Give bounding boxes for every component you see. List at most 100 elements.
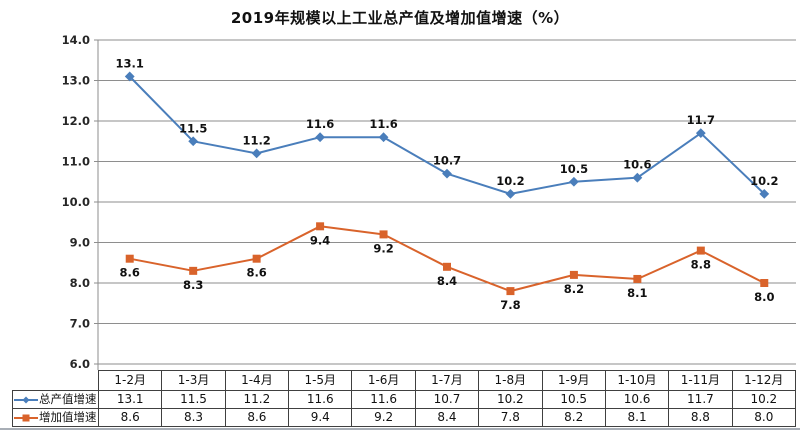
series-0: 13.1 11.5 11.2 11.6 11.6 10.7 10.2 10.5 10.6 11.7… (116, 56, 779, 199)
diamond-marker-icon (22, 396, 30, 403)
value-cell: 8.1 (604, 408, 670, 427)
y-axis-label: 6.0 (70, 357, 90, 371)
data-label: 11.5 (179, 121, 207, 135)
chart-title: 2019年规模以上工业总产值及增加值增速（%） (230, 9, 570, 27)
value-cell: 10.6 (604, 390, 670, 409)
data-label: 10.2 (496, 174, 524, 188)
series-0-markers (124, 71, 770, 199)
diamond-legend-key-icon (14, 396, 38, 403)
value-cell: 8.2 (541, 408, 606, 427)
data-label: 10.2 (750, 174, 778, 188)
table-header-cell: 1-9月 (541, 370, 606, 391)
table-header-row: 1-2月 1-3月 1-4月 1-5月 1-6月 1-7月 1-8月 1-9月 1-10月 1-1… (12, 370, 797, 391)
data-label: 8.6 (120, 266, 140, 280)
value-cell: 11.6 (288, 390, 353, 409)
square-marker-icon (633, 274, 642, 283)
table-header-cell: 1-10月 (604, 370, 670, 391)
value-cell: 8.3 (161, 408, 226, 427)
series-0-data-labels: 13.1 11.5 11.2 11.6 11.6 10.7 10.2 10.5 10.6 11.7… (116, 56, 779, 187)
value-cell: 10.2 (478, 390, 543, 409)
table-header-cell: 1-11月 (668, 370, 733, 391)
value-cell: 11.6 (351, 390, 416, 409)
square-marker-icon (22, 414, 30, 421)
data-label: 8.6 (246, 266, 266, 280)
y-axis-label: 12.0 (62, 114, 90, 128)
diamond-marker-icon (124, 71, 135, 82)
chart-data-table: 1-2月 1-3月 1-4月 1-5月 1-6月 1-7月 1-8月 1-9月 1-10月 1-1… (12, 370, 797, 427)
data-label: 11.6 (369, 117, 397, 131)
table-header-cell: 1-4月 (224, 370, 290, 391)
square-marker-icon (506, 287, 515, 296)
value-cell: 13.1 (97, 390, 163, 409)
data-label: 10.7 (433, 154, 461, 168)
square-marker-icon (696, 246, 705, 255)
data-label: 8.3 (183, 278, 203, 292)
diamond-marker-icon (569, 176, 579, 187)
y-axis-label: 9.0 (70, 236, 90, 250)
data-label: 10.6 (623, 158, 651, 172)
y-axis-label: 11.0 (62, 155, 90, 169)
square-marker-icon (189, 266, 198, 275)
legend-label: 总产值增速 (39, 392, 97, 406)
data-label: 8.0 (754, 290, 774, 304)
legend-entry: 增加值增速 (14, 410, 98, 426)
diamond-marker-icon (759, 188, 770, 199)
square-marker-icon (125, 254, 134, 263)
data-label: 10.5 (560, 162, 588, 176)
table-row: 总产值增速 13.1 11.5 11.2 11.6 11.6 10.7 10.2 10.5 10.… (12, 390, 797, 409)
gridlines (98, 39, 796, 365)
square-marker-icon (379, 230, 388, 239)
table-header-cell: 1-7月 (414, 370, 480, 391)
diamond-marker-icon (188, 136, 199, 147)
value-cell: 11.7 (668, 390, 733, 409)
table-corner-cell (12, 370, 99, 391)
diamond-marker-icon (505, 188, 516, 199)
legend-label: 增加值增速 (39, 410, 97, 424)
y-axis-ticks (94, 39, 98, 365)
value-cell: 11.2 (224, 390, 290, 409)
legend-cell: 总产值增速 (12, 390, 99, 409)
diamond-marker-icon (632, 172, 643, 183)
chart-outer-border (0, 428, 800, 430)
series-1-data-labels: 8.6 8.3 8.6 9.4 9.2 8.4 7.8 8.2 8.1 8.8 8.0 (120, 233, 775, 312)
value-cell: 11.5 (161, 390, 226, 409)
series-1-markers (125, 222, 769, 296)
data-label: 8.1 (627, 286, 647, 300)
series-1: 8.6 8.3 8.6 9.4 9.2 8.4 7.8 8.2 8.1 8.8 8.0 (120, 222, 775, 312)
diamond-marker-icon (378, 132, 389, 143)
diamond-marker-icon (695, 128, 706, 139)
value-cell: 8.4 (414, 408, 480, 427)
diamond-marker-icon (251, 148, 262, 159)
value-cell: 7.8 (478, 408, 543, 427)
y-axis-label: 14.0 (62, 33, 90, 47)
value-cell: 10.2 (731, 390, 797, 409)
value-cell: 9.4 (288, 408, 353, 427)
square-marker-icon (569, 270, 578, 279)
square-marker-icon (252, 254, 261, 263)
value-cell: 10.5 (541, 390, 606, 409)
value-cell: 8.0 (731, 408, 797, 427)
table-header-cell: 1-3月 (161, 370, 226, 391)
table-header-cell: 1-12月 (731, 370, 797, 391)
data-label: 13.1 (116, 56, 144, 70)
legend-entry: 总产值增速 (14, 392, 98, 408)
square-legend-key-icon (14, 414, 38, 421)
data-label: 8.4 (437, 274, 457, 288)
value-cell: 8.6 (224, 408, 290, 427)
data-label: 11.6 (306, 117, 334, 131)
diamond-marker-icon (315, 132, 325, 143)
table-header-cell: 1-6月 (351, 370, 416, 391)
square-marker-icon (760, 279, 769, 287)
value-cell: 9.2 (351, 408, 416, 427)
legend-cell: 增加值增速 (12, 408, 99, 427)
data-label: 8.8 (691, 258, 711, 272)
diamond-marker-icon (442, 168, 452, 179)
y-axis-labels: 6.0 7.0 8.0 9.0 10.0 11.0 12.0 13.0 14.0 (62, 33, 90, 371)
value-cell: 8.6 (97, 408, 163, 427)
value-cell: 10.7 (414, 390, 480, 409)
value-cell: 8.8 (668, 408, 733, 427)
y-axis-label: 10.0 (62, 195, 90, 209)
y-axis-label: 13.0 (62, 74, 90, 88)
